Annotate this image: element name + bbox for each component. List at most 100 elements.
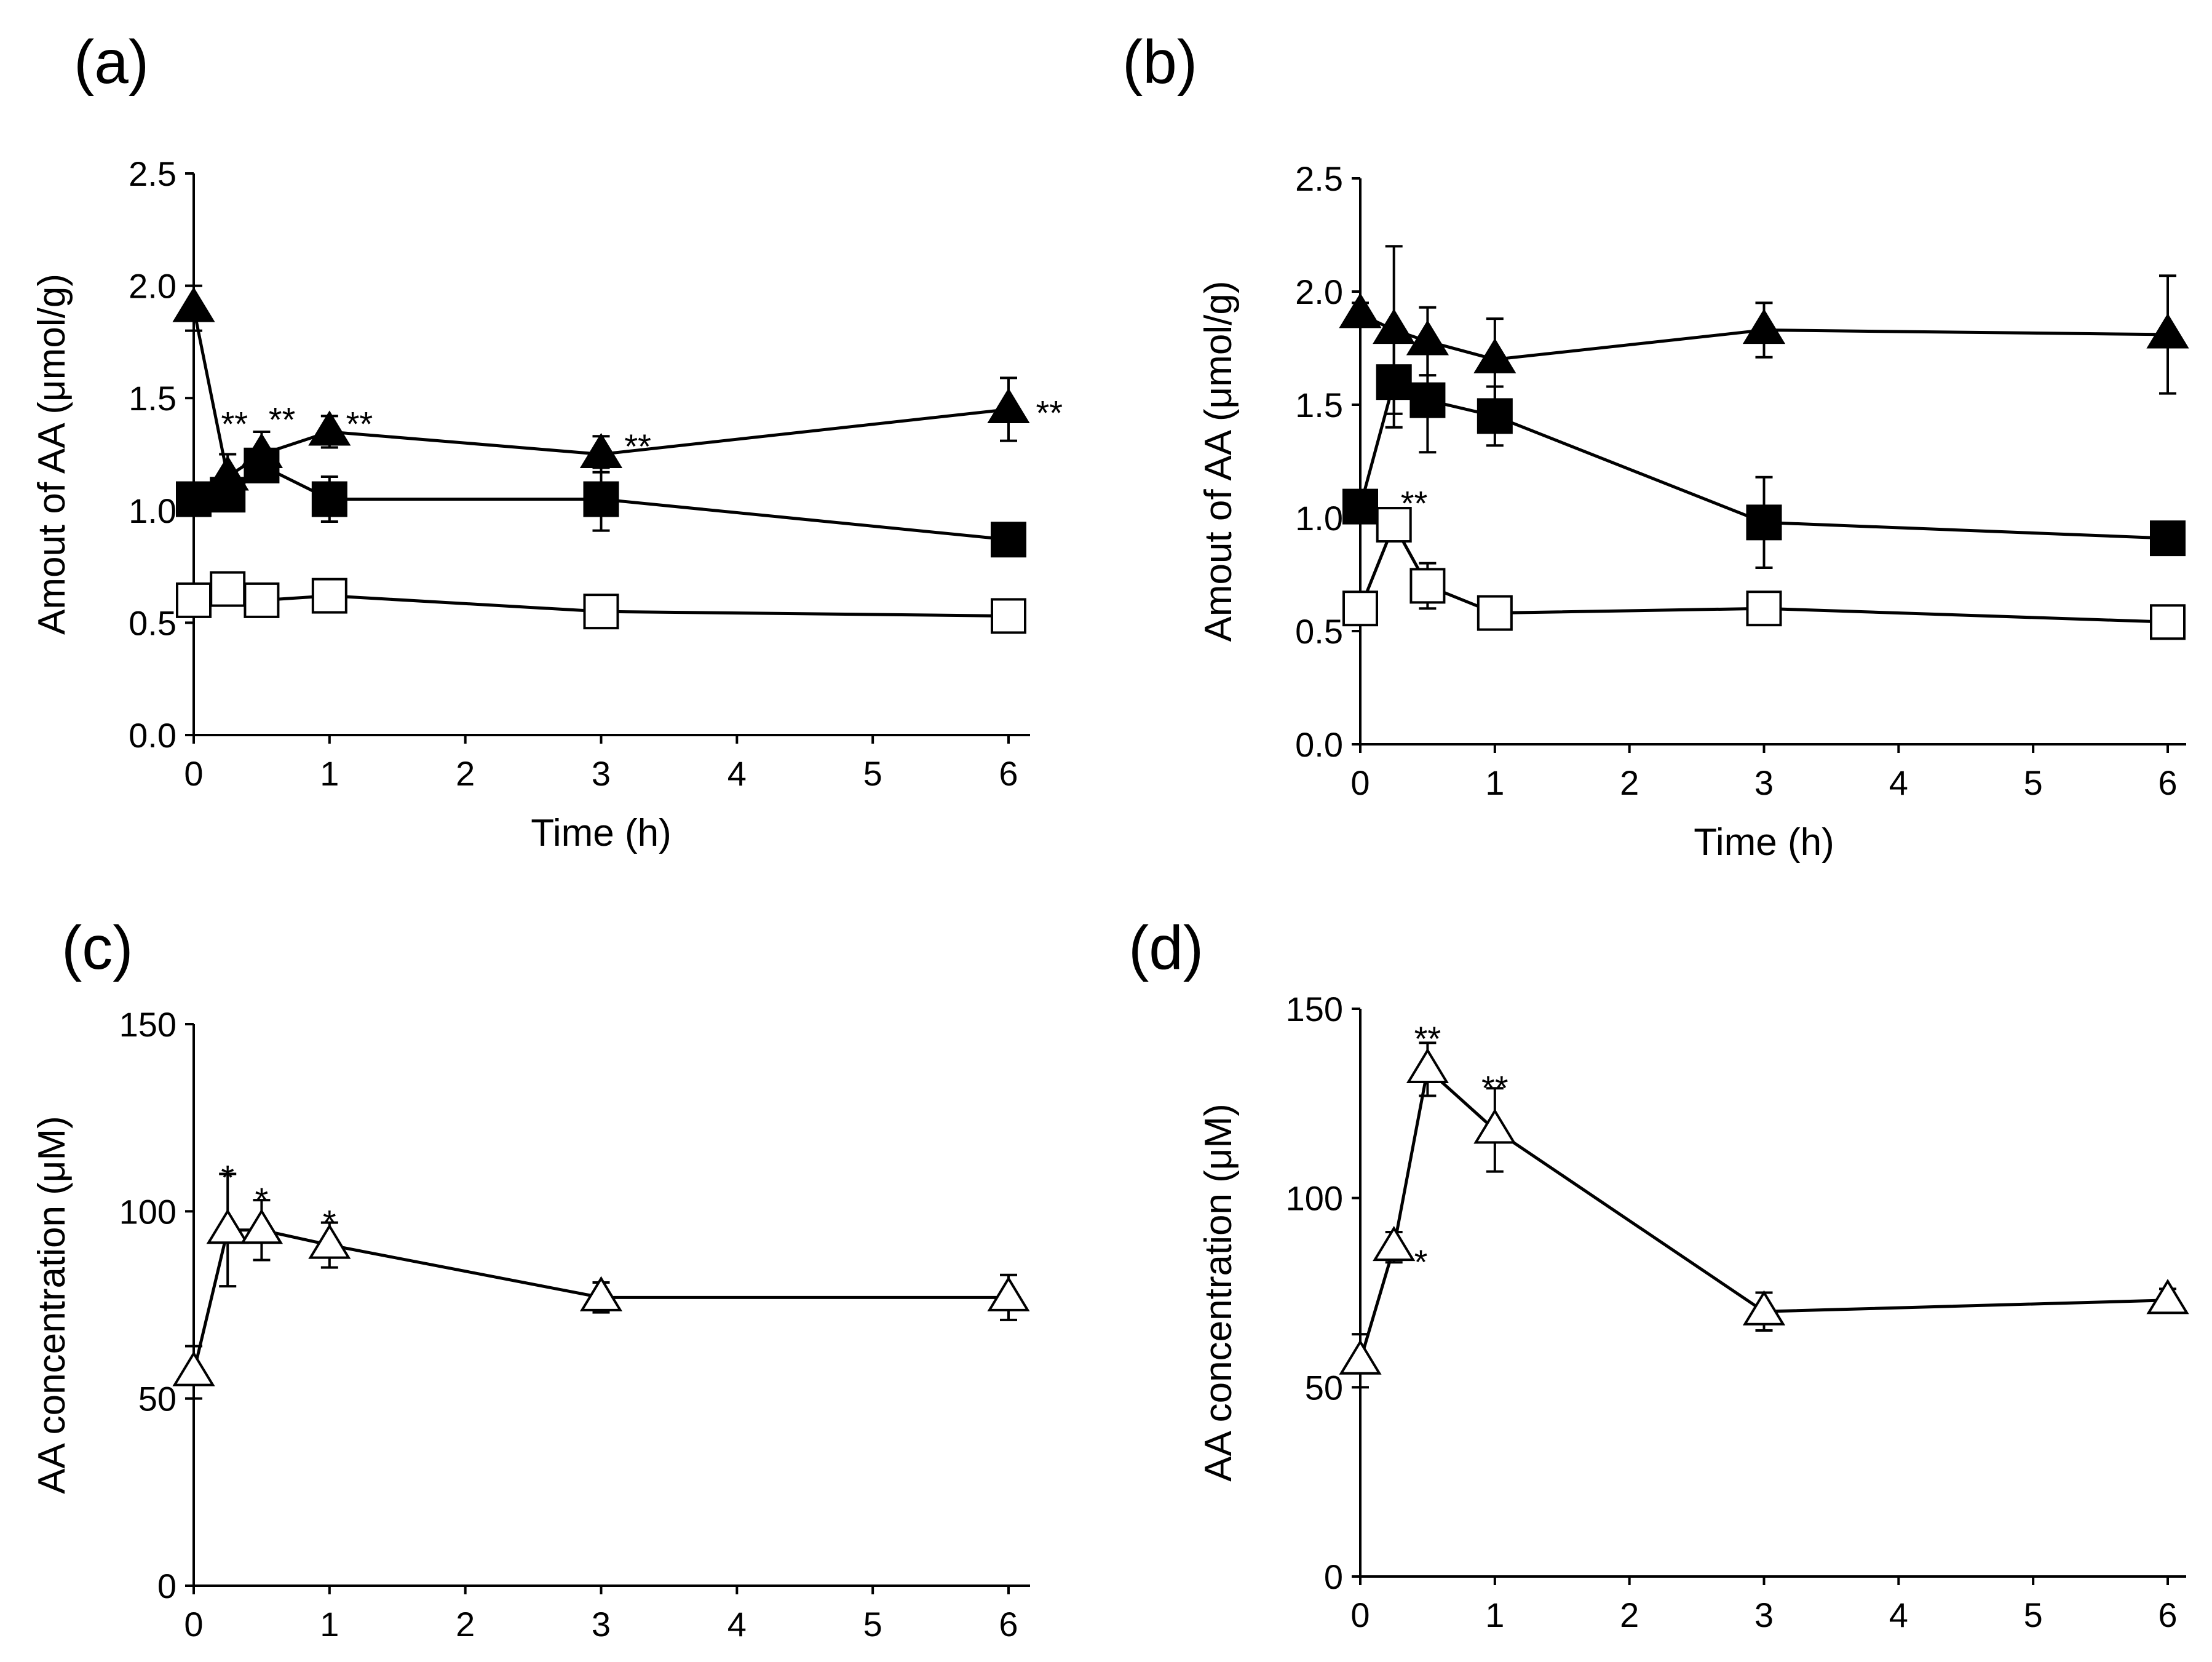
data-point-square [1342, 590, 1378, 627]
y-tick-label: 0 [1324, 1557, 1343, 1596]
y-tick-label: 0.5 [129, 603, 176, 642]
x-tick-label: 5 [2024, 763, 2043, 802]
data-point-square [1376, 364, 1412, 400]
data-point-square [2150, 604, 2186, 640]
x-tick-label: 6 [2158, 763, 2177, 802]
significance-marker: * [255, 1180, 269, 1219]
significance-marker: ** [221, 405, 248, 443]
y-tick-label: 0 [157, 1567, 176, 1605]
data-point-square [1409, 568, 1446, 604]
series-open-square [1342, 507, 2186, 640]
y-axis-title: AA concentration (μM) [1197, 1103, 1240, 1482]
x-tick-label: 6 [999, 1605, 1018, 1644]
x-tick-label: 2 [1620, 1596, 1639, 1634]
data-point-triangle [2146, 1279, 2189, 1314]
data-point-square [176, 582, 212, 618]
panel-a: (a) 0.0 0.5 1.0 1.5 2.0 2.5 0 1 2 3 4 5 6 Time (h) Amou… [31, 28, 1063, 854]
data-point-triangle [579, 432, 623, 469]
data-point-square [311, 481, 347, 517]
x-tick-label: 2 [456, 754, 475, 793]
significance-marker: ** [269, 400, 296, 439]
panel-b: (b) 0.0 0.5 1.0 1.5 2.0 2.5 0 1 2 3 4 5 6 Time (h) Amou… [1122, 28, 2189, 864]
significance-marker: * [221, 1158, 234, 1196]
data-point-triangle [1473, 1108, 1516, 1144]
panel-label-d: (d) [1128, 913, 1203, 982]
data-point-square [244, 582, 280, 618]
data-point-square [583, 594, 619, 630]
significance-marker: * [1414, 1243, 1428, 1281]
y-tick-label: 150 [1286, 990, 1343, 1028]
data-point-triangle [1742, 308, 1786, 344]
series-filled-square [1342, 335, 2186, 569]
panel-c: (c) 0 50 100 150 0 1 2 3 4 5 6 AA concentration (μM)… [31, 913, 1030, 1644]
data-point-square [176, 481, 212, 517]
x-tick-label: 3 [592, 1605, 611, 1644]
series-open-triangle [172, 1172, 1030, 1400]
y-tick-label: 0.0 [1295, 725, 1343, 764]
data-point-triangle [1406, 1048, 1449, 1083]
y-tick-label: 2.0 [129, 267, 176, 306]
x-tick-label: 6 [999, 754, 1018, 793]
x-tick-label: 0 [184, 1605, 203, 1644]
x-tick-label: 5 [863, 754, 882, 793]
data-point-triangle [1473, 338, 1516, 373]
data-point-triangle [1339, 1339, 1382, 1375]
series-open-square [176, 571, 1026, 634]
y-tick-label: 100 [119, 1192, 176, 1231]
data-point-square [1477, 595, 1513, 631]
series-line [1358, 380, 2168, 540]
x-tick-label: 2 [1620, 763, 1639, 802]
y-tick-label: 0.5 [1295, 612, 1343, 651]
y-tick-label: 100 [1286, 1179, 1343, 1218]
data-point-square [244, 447, 280, 483]
x-tick-label: 4 [727, 754, 747, 793]
data-point-square [2150, 520, 2186, 557]
data-point-triangle [1373, 1226, 1416, 1262]
x-tick-label: 5 [863, 1605, 882, 1644]
data-point-square [991, 522, 1026, 558]
data-point-triangle [2146, 313, 2189, 349]
x-tick-label: 5 [2024, 1596, 2043, 1634]
data-point-square [210, 477, 246, 513]
x-tick-label: 6 [2158, 1596, 2177, 1634]
data-point-square [1376, 507, 1412, 543]
data-point-triangle [987, 1276, 1030, 1311]
significance-marker: ** [624, 427, 651, 466]
data-point-square [1746, 504, 1782, 541]
data-point-triangle [1339, 293, 1382, 328]
x-axis-title: Time (h) [531, 812, 671, 854]
y-tick-label: 2.5 [1295, 159, 1343, 198]
y-axis-title: Amout of AA (μmol/g) [31, 274, 73, 635]
y-tick-label: 2.5 [129, 154, 176, 193]
panel-label-c: (c) [61, 913, 133, 982]
significance-marker: ** [1481, 1068, 1508, 1107]
y-tick-label: 1.5 [129, 379, 176, 418]
series-line [192, 1228, 1009, 1373]
data-point-square [311, 578, 347, 614]
significance-marker: * [323, 1203, 336, 1242]
y-axis-title: Amout of AA (μmol/g) [1197, 280, 1240, 642]
x-tick-label: 3 [1754, 1596, 1774, 1634]
data-point-square [1477, 398, 1513, 434]
x-tick-label: 0 [184, 754, 203, 793]
series-open-triangle [1339, 1041, 2189, 1389]
x-tick-label: 4 [1889, 1596, 1908, 1634]
panel-label-b: (b) [1122, 28, 1197, 97]
data-point-triangle [308, 410, 351, 446]
data-point-triangle [308, 1223, 351, 1259]
series-line [1358, 1066, 2168, 1361]
y-tick-label: 1.0 [1295, 499, 1343, 538]
y-tick-label: 2.0 [1295, 272, 1343, 311]
series-filled-square [176, 447, 1026, 558]
data-point-triangle [987, 388, 1030, 423]
series-line [192, 308, 1009, 480]
y-axis-title: AA concentration (μM) [31, 1116, 73, 1494]
y-tick-label: 1.0 [129, 491, 176, 530]
significance-marker: ** [1401, 484, 1428, 523]
data-point-triangle [206, 1209, 249, 1244]
data-point-square [583, 481, 619, 517]
data-point-square [1342, 488, 1378, 525]
data-point-square [991, 598, 1026, 634]
x-tick-label: 4 [1889, 763, 1908, 802]
